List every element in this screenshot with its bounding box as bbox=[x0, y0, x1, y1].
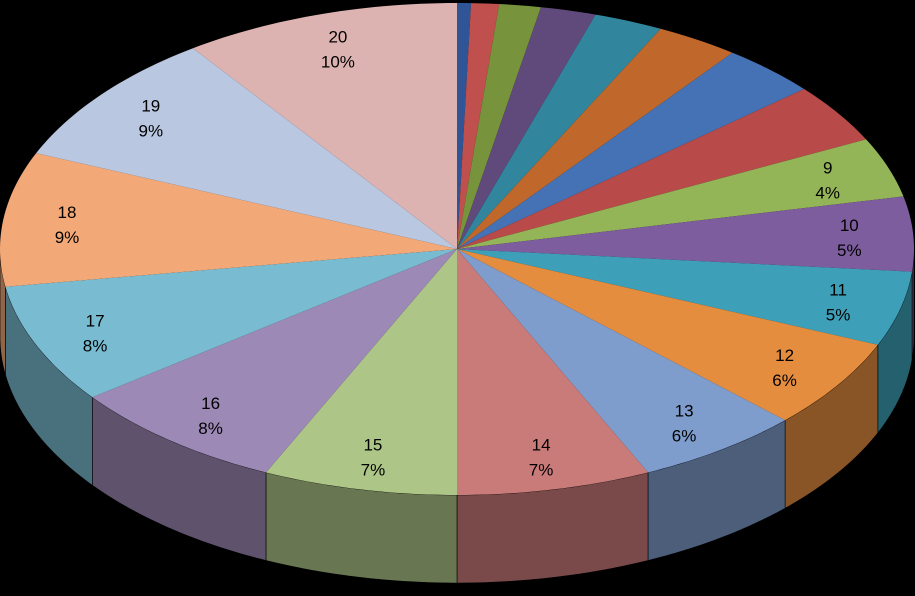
data-label-category: 20 bbox=[328, 27, 347, 46]
data-label-percent: 4% bbox=[815, 184, 840, 203]
pie-slice-18 bbox=[0, 153, 457, 287]
data-label-category: 14 bbox=[532, 436, 551, 455]
pie-slice-19 bbox=[36, 48, 458, 249]
pie-slice-2 bbox=[457, 3, 500, 250]
pie-slice-10 bbox=[457, 196, 914, 272]
pie-data-labels: 9 4%10 5% 11 5% 12 6% 13 6% 14 7% 15 7% 16 8% 17 8% 18 9% 1… bbox=[55, 27, 862, 479]
data-label-category: 16 bbox=[201, 394, 220, 413]
data-label-percent: 8% bbox=[198, 419, 223, 438]
data-label-category: 10 bbox=[840, 216, 859, 235]
data-label-percent: 5% bbox=[837, 241, 862, 260]
data-label-category: 9 bbox=[823, 159, 832, 178]
data-label-percent: 9% bbox=[55, 228, 80, 247]
pie-side-walls bbox=[0, 249, 915, 584]
data-label-percent: 7% bbox=[529, 461, 554, 480]
pie-slice-14 bbox=[457, 249, 649, 495]
pie-slice-15 bbox=[265, 249, 457, 495]
data-label-percent: 7% bbox=[361, 461, 386, 480]
pie-slice-4 bbox=[457, 7, 596, 249]
data-label-percent: 10% bbox=[321, 52, 355, 71]
data-label-category: 19 bbox=[141, 96, 160, 115]
data-label-category: 11 bbox=[829, 281, 847, 300]
data-label-percent: 9% bbox=[139, 121, 164, 140]
pie-slice-16 bbox=[92, 249, 457, 473]
data-label-percent: 8% bbox=[83, 337, 108, 356]
data-label-category: 12 bbox=[775, 346, 794, 365]
pie-slice-8 bbox=[457, 88, 867, 249]
pie-slice-5 bbox=[457, 14, 661, 249]
pie-slice-13 bbox=[457, 249, 786, 473]
pie-slice-7 bbox=[457, 52, 805, 249]
data-label-category: 17 bbox=[86, 312, 105, 331]
pie-slice-11 bbox=[457, 249, 913, 345]
pie-slice-20 bbox=[192, 3, 457, 249]
pie-slice-17 bbox=[5, 249, 457, 398]
pie-side-18 bbox=[0, 249, 6, 375]
pie-slice-12 bbox=[457, 249, 878, 421]
pie-slice-9 bbox=[457, 139, 904, 249]
pie-top-faces bbox=[0, 3, 914, 495]
data-label-percent: 6% bbox=[772, 371, 797, 390]
data-label-percent: 5% bbox=[826, 306, 851, 325]
pie-slice-6 bbox=[457, 28, 733, 249]
data-label-percent: 6% bbox=[672, 427, 697, 446]
pie-slice-1 bbox=[457, 3, 472, 249]
data-label-category: 13 bbox=[675, 402, 694, 421]
data-label-category: 15 bbox=[363, 436, 382, 455]
data-label-category: 18 bbox=[58, 203, 77, 222]
pie-slice-3 bbox=[457, 4, 541, 249]
